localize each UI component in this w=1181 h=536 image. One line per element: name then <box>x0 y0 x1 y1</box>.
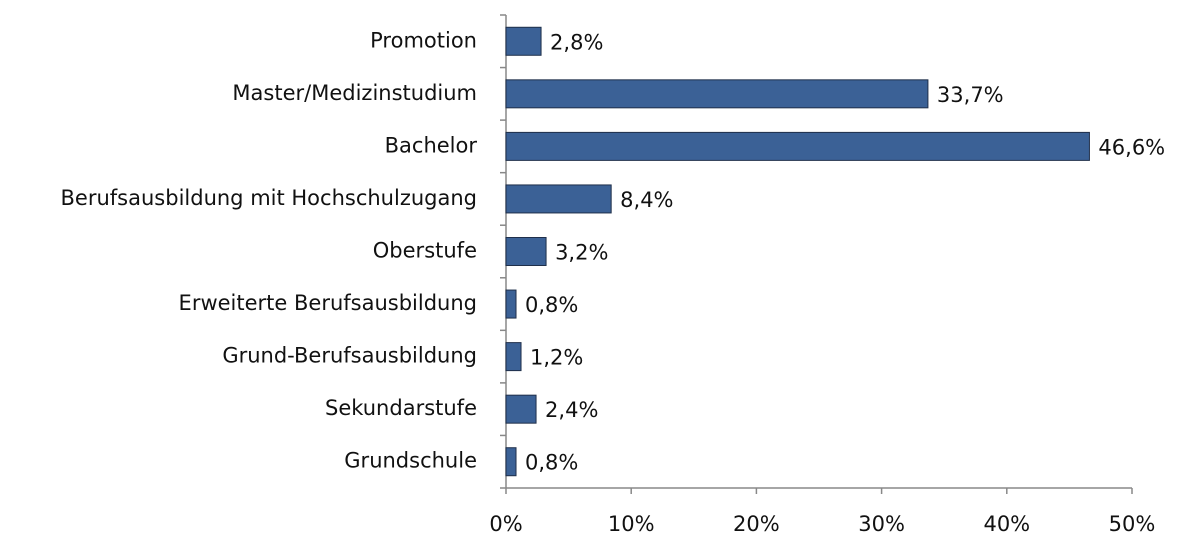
category-label: Erweiterte Berufsausbildung <box>179 291 477 315</box>
category-label: Bachelor <box>385 133 478 157</box>
bar <box>505 131 1090 161</box>
bar <box>505 447 517 477</box>
x-tick-label: 20% <box>733 512 780 536</box>
category-label: Berufsausbildung mit Hochschulzugang <box>61 186 477 210</box>
bar <box>505 79 929 109</box>
x-tick-label: 0% <box>489 512 522 536</box>
bar <box>505 289 517 319</box>
value-label: 46,6% <box>1098 135 1165 159</box>
x-tick-label: 10% <box>608 512 655 536</box>
category-label: Oberstufe <box>373 239 477 263</box>
x-tick-label: 30% <box>858 512 905 536</box>
value-label: 0,8% <box>525 293 578 317</box>
value-label: 1,2% <box>530 346 583 370</box>
bar <box>505 184 612 214</box>
x-tick-label: 40% <box>983 512 1030 536</box>
value-label: 2,4% <box>545 398 598 422</box>
value-label: 0,8% <box>525 451 578 475</box>
bar <box>505 394 537 424</box>
category-label: Master/Medizinstudium <box>232 81 477 105</box>
value-label: 2,8% <box>550 30 603 54</box>
category-label: Sekundarstufe <box>325 396 477 420</box>
category-label: Grundschule <box>344 449 477 473</box>
bar <box>505 342 522 372</box>
bar <box>505 237 547 266</box>
category-label: Promotion <box>370 28 477 52</box>
value-label: 33,7% <box>937 83 1004 107</box>
value-label: 3,2% <box>555 241 608 265</box>
category-label: Grund-Berufsausbildung <box>222 344 477 368</box>
value-label: 8,4% <box>620 188 673 212</box>
x-tick-label: 50% <box>1109 512 1156 536</box>
bar <box>505 26 542 56</box>
